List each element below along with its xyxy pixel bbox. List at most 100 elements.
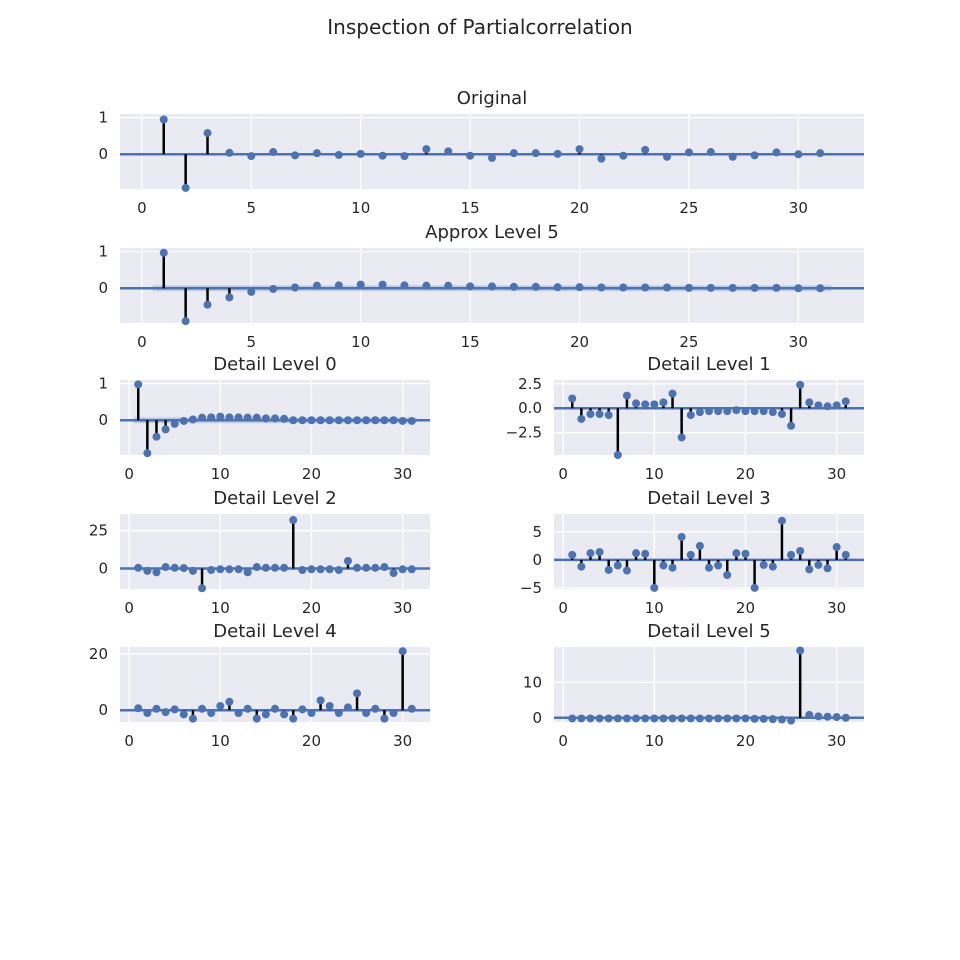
x-tick-label: 0: [137, 199, 147, 217]
y-tick-label: 5: [532, 523, 542, 541]
stem-marker: [203, 300, 212, 309]
stem-marker: [400, 152, 409, 161]
stem-marker: [595, 714, 604, 723]
stem-marker: [575, 283, 584, 292]
stem-marker: [225, 413, 234, 422]
stem-marker: [777, 516, 786, 525]
y-tick-label: 0: [98, 279, 108, 297]
subplot-title: Detail Level 4: [213, 621, 336, 642]
stem-marker: [179, 416, 188, 425]
plot-area: [554, 514, 864, 589]
stem-marker: [312, 149, 321, 158]
subplot-title: Approx Level 5: [425, 222, 559, 243]
stem-marker: [705, 714, 713, 723]
stem-marker: [252, 563, 261, 572]
stem-marker: [553, 149, 562, 158]
stem-marker: [586, 410, 595, 419]
subplot-title: Detail Level 1: [647, 354, 770, 375]
stem-marker: [216, 412, 225, 421]
stem-marker: [575, 145, 584, 154]
stem-marker: [225, 697, 234, 706]
stem-marker: [750, 583, 759, 592]
stem-marker: [787, 716, 796, 725]
x-tick-label: 30: [393, 599, 412, 617]
x-tick-label: 10: [211, 465, 230, 483]
stem-marker: [198, 584, 207, 593]
stem-marker: [706, 283, 715, 292]
subplot-4: 0 10 20 30 0 25 Detail Level 2: [89, 488, 430, 617]
stem-marker: [568, 550, 577, 559]
stem-marker: [179, 710, 188, 719]
stem-marker: [362, 563, 371, 572]
stem-marker: [216, 701, 225, 710]
stem-marker: [261, 414, 270, 423]
y-tick-label: 0: [98, 560, 108, 578]
x-tick-label: 20: [570, 199, 589, 217]
x-tick-label: 0: [124, 599, 134, 617]
stem-marker: [389, 569, 398, 578]
stem-marker: [586, 714, 595, 723]
stem-marker: [488, 153, 496, 162]
stem-marker: [677, 714, 686, 723]
stem-marker: [728, 152, 737, 161]
stem-marker: [714, 714, 723, 723]
stem-marker: [695, 714, 704, 723]
stem-marker: [152, 432, 161, 441]
stem-marker: [466, 151, 475, 160]
stem-marker: [198, 704, 207, 713]
stem-marker: [732, 406, 741, 415]
stem-marker: [252, 714, 261, 723]
x-tick-label: 15: [461, 199, 480, 217]
stem-marker: [732, 714, 741, 723]
stem-marker: [261, 710, 270, 719]
stem-marker: [353, 689, 362, 698]
stem-marker: [805, 710, 814, 719]
stem-marker: [723, 407, 732, 416]
stem-marker: [597, 283, 606, 292]
stem-marker: [823, 712, 832, 721]
stem-marker: [280, 710, 289, 719]
stem-marker: [444, 147, 453, 156]
y-tick-label: 0: [532, 551, 542, 569]
stem-marker: [604, 565, 613, 574]
stem-marker: [316, 565, 325, 574]
stem-marker: [261, 563, 270, 572]
stem-marker: [805, 398, 814, 407]
subplot-7: 0 10 20 30 0 10 Detail Level 5: [523, 621, 864, 750]
stem-marker: [641, 283, 650, 292]
stem-marker: [134, 380, 143, 389]
stem-marker: [553, 283, 562, 292]
stem-marker: [289, 416, 298, 425]
stem-marker: [759, 560, 768, 569]
x-tick-label: 25: [679, 199, 698, 217]
stem-marker: [134, 563, 143, 572]
y-tick-label: 0: [98, 701, 108, 719]
stem-marker: [750, 714, 759, 723]
stem-marker: [343, 416, 352, 425]
stem-marker: [768, 715, 777, 724]
stem-marker: [362, 416, 371, 425]
stem-marker: [325, 565, 334, 574]
stem-marker: [650, 714, 659, 723]
stem-marker: [794, 284, 803, 293]
stem-marker: [188, 415, 197, 424]
stem-marker: [841, 397, 850, 406]
stem-marker: [269, 284, 278, 293]
subplot-title: Original: [457, 88, 527, 109]
stem-marker: [777, 715, 786, 724]
stem-marker: [750, 407, 759, 416]
stem-marker: [181, 317, 190, 326]
stem-marker: [234, 709, 243, 718]
y-tick-label: 20: [89, 645, 108, 663]
stem-marker: [650, 400, 659, 409]
stem-marker: [198, 413, 207, 422]
stem-marker: [613, 714, 622, 723]
x-tick-label: 20: [736, 465, 755, 483]
y-tick-label: 0.0: [518, 399, 542, 417]
stem-marker: [291, 283, 300, 292]
stem-marker: [832, 713, 841, 722]
stem-marker: [243, 413, 252, 422]
stem-marker: [531, 149, 540, 158]
